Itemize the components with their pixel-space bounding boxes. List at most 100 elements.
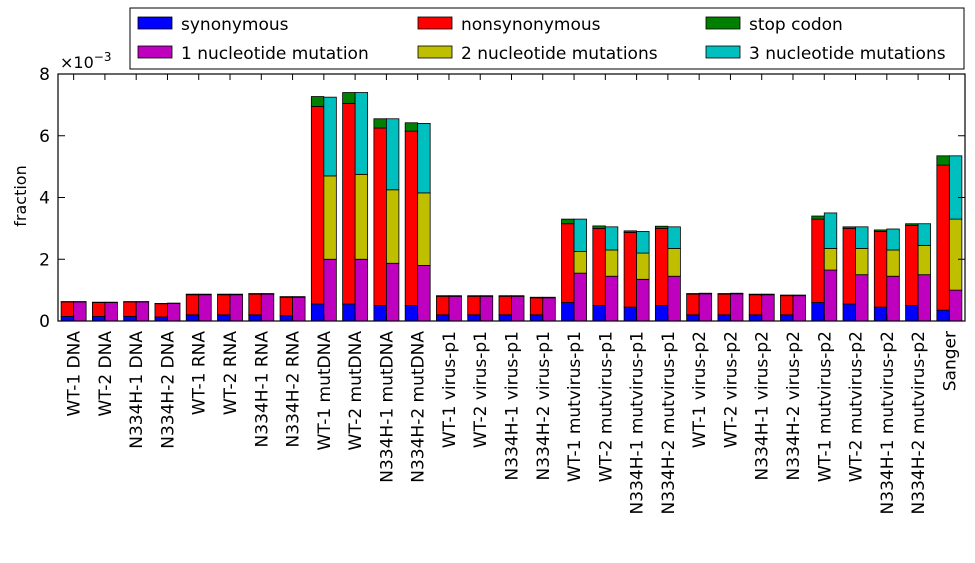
nt-bar-1-nucleotide-mutation (417, 265, 431, 322)
legend: synonymous nonsynonymous stop codon 1 nucle… (129, 7, 965, 70)
legend-label: 2 nucleotide mutations (461, 44, 658, 64)
nt-bar-1-nucleotide-mutation (135, 301, 150, 322)
nt-bar-1-nucleotide-mutation (479, 295, 494, 322)
type-bar-nonsynonymous (60, 301, 75, 317)
nt-bar-1-nucleotide-mutation (73, 301, 87, 322)
type-bar-synonymous (185, 314, 200, 322)
type-bar-synonymous (905, 305, 919, 322)
nt-bar-1-nucleotide-mutation (511, 295, 525, 322)
nt-bar-1-nucleotide-mutation (855, 274, 869, 322)
nt-bar-3-nucleotide-mutations (479, 295, 494, 297)
x-tick-label: WT-1 virus-p2 (690, 331, 710, 448)
nt-bar-3-nucleotide-mutations (636, 231, 650, 254)
legend-swatch (705, 16, 741, 30)
nt-bar-3-nucleotide-mutations (667, 226, 681, 249)
type-bar-synonymous (217, 314, 231, 322)
y-tick-label: 6 (39, 127, 50, 147)
nt-bar-3-nucleotide-mutations (542, 296, 556, 299)
nt-bar-3-nucleotide-mutations (260, 293, 275, 295)
type-bar-synonymous (686, 314, 700, 322)
x-tick-label: N334H-1 DNA (127, 331, 147, 449)
nt-bar-2-nucleotide-mutations (948, 218, 963, 291)
type-bar-stop-codon (592, 225, 606, 229)
nt-bar-1-nucleotide-mutation (917, 274, 932, 322)
x-tick-label: WT-2 mutvirus-p1 (596, 331, 616, 482)
type-bar-stop-codon (842, 226, 856, 229)
type-bar-synonymous (561, 302, 575, 322)
nt-bar-3-nucleotide-mutations (511, 295, 525, 297)
nt-bar-1-nucleotide-mutation (292, 296, 306, 322)
type-bar-nonsynonymous (561, 223, 575, 303)
x-tick-label: WT-1 mutvirus-p2 (815, 331, 835, 482)
nt-bar-3-nucleotide-mutations (917, 223, 932, 246)
type-bar-stop-codon (561, 218, 575, 225)
nt-bar-1-nucleotide-mutation (260, 293, 275, 322)
x-tick-label: N334H-2 mutvirus-p1 (659, 331, 679, 514)
nt-bar-2-nucleotide-mutations (823, 248, 838, 271)
type-bar-nonsynonymous (467, 295, 481, 316)
nt-bar-3-nucleotide-mutations (792, 294, 806, 297)
nt-bar-1-nucleotide-mutation (730, 293, 744, 322)
type-bar-nonsynonymous (404, 130, 419, 306)
nt-bar-2-nucleotide-mutations (917, 244, 932, 276)
type-bar-synonymous (310, 303, 325, 322)
x-tick-label: WT-2 mutDNA (346, 331, 366, 451)
nt-bar-1-nucleotide-mutation (636, 278, 650, 322)
type-bar-synonymous (811, 302, 825, 322)
type-bar-synonymous (123, 315, 137, 322)
type-bar-nonsynonymous (373, 127, 387, 306)
type-bar-nonsynonymous (342, 102, 356, 305)
type-bar-synonymous (467, 314, 481, 322)
type-bar-stop-codon (748, 293, 763, 296)
type-bar-nonsynonymous (623, 231, 638, 308)
type-bar-nonsynonymous (686, 293, 700, 316)
x-tick-label: N334H-2 RNA (284, 331, 304, 448)
y-tick-label: 0 (39, 312, 50, 332)
nt-bar-1-nucleotide-mutation (604, 275, 619, 322)
nt-bar-1-nucleotide-mutation (104, 302, 118, 322)
legend-swatch (705, 45, 741, 59)
type-bar-synonymous (717, 314, 731, 322)
type-bar-nonsynonymous (654, 227, 669, 306)
x-tick-label: N334H-2 mutDNA (409, 331, 429, 483)
x-tick-label: WT-2 mutvirus-p2 (847, 331, 867, 482)
type-bar-stop-codon (936, 155, 950, 166)
type-bar-synonymous (748, 314, 763, 322)
type-bar-stop-codon (185, 293, 200, 296)
type-bar-nonsynonymous (248, 293, 262, 316)
nt-bar-2-nucleotide-mutations (886, 249, 900, 277)
nt-bar-1-nucleotide-mutation (167, 302, 181, 322)
type-bar-stop-codon (373, 118, 387, 129)
x-tick-label: N334H-1 mutvirus-p2 (878, 331, 898, 514)
x-tick-label: N334H-1 virus-p2 (753, 331, 773, 480)
type-bar-nonsynonymous (780, 295, 794, 316)
nt-bar-1-nucleotide-mutation (542, 297, 556, 322)
type-bar-stop-codon (248, 293, 262, 295)
plot-area (57, 73, 966, 322)
legend-label: 1 nucleotide mutation (181, 44, 369, 64)
type-bar-stop-codon (780, 294, 794, 297)
nt-bar-1-nucleotide-mutation (667, 275, 681, 322)
y-axis-label: fraction (11, 165, 30, 226)
type-bar-synonymous (842, 303, 856, 322)
type-bar-stop-codon (529, 296, 544, 299)
y-tick-label: 8 (39, 65, 50, 85)
type-bar-nonsynonymous (592, 227, 606, 306)
nt-bar-3-nucleotide-mutations (385, 118, 400, 191)
x-tick-label: WT-2 virus-p1 (471, 331, 491, 448)
nt-bar-2-nucleotide-mutations (417, 192, 431, 266)
x-tick-label: WT-1 mutvirus-p1 (565, 331, 585, 482)
legend-label: 3 nucleotide mutations (749, 44, 946, 64)
nt-bar-1-nucleotide-mutation (323, 258, 337, 322)
x-tick-label: N334H-1 RNA (252, 331, 272, 448)
legend-label: synonymous (181, 15, 289, 35)
nt-bar-3-nucleotide-mutations (417, 123, 431, 194)
type-bar-synonymous (498, 314, 512, 322)
nt-bar-3-nucleotide-mutations (323, 96, 337, 177)
type-bar-stop-codon (279, 296, 293, 298)
legend-label: stop codon (749, 15, 843, 35)
legend-swatch (417, 16, 453, 30)
nt-bar-3-nucleotide-mutations (948, 155, 963, 220)
x-tick-label: N334H-1 virus-p1 (503, 331, 523, 480)
type-bar-nonsynonymous (279, 296, 293, 317)
